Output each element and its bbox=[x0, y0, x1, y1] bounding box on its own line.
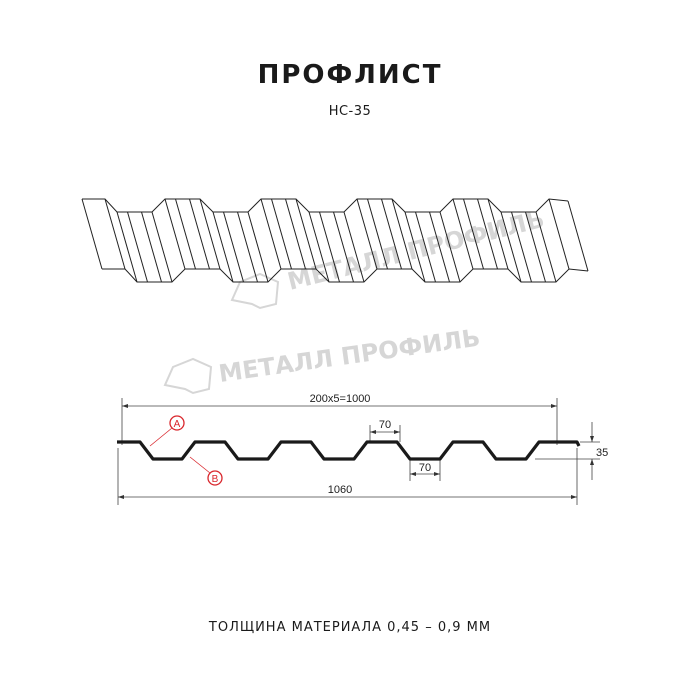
sheet-fold-line bbox=[343, 211, 365, 283]
dim-total-width: 1060 bbox=[328, 484, 352, 496]
sheet-rib-line bbox=[429, 211, 450, 283]
sheet-fold-line bbox=[404, 211, 426, 283]
sheet-fold-line bbox=[439, 211, 461, 283]
sheet-fold-line bbox=[487, 198, 509, 270]
watermark-logo-upper: МЕТАЛЛ ПРОФИЛЬ bbox=[230, 205, 547, 310]
sheet-fold-line bbox=[500, 211, 522, 283]
sheet-bottom-edge bbox=[102, 268, 589, 283]
dim-bottom-width: 70 bbox=[419, 462, 431, 474]
dim-top-width: 70 bbox=[379, 419, 391, 431]
sheet-rib-line bbox=[333, 211, 354, 283]
sheet-rib-line bbox=[525, 211, 546, 283]
sheet-fold-line bbox=[247, 211, 269, 283]
model-subtitle: НС-35 bbox=[328, 104, 372, 119]
profile-sheet-3d-view bbox=[81, 198, 589, 283]
sheet-fold-line bbox=[260, 198, 282, 270]
marker-b: B bbox=[189, 456, 223, 486]
sheet-rib-line bbox=[511, 211, 532, 283]
sheet-fold-line bbox=[116, 211, 138, 283]
sheet-fold-line bbox=[548, 198, 570, 270]
sheet-rib-line bbox=[415, 211, 436, 283]
sheet-fold-line bbox=[151, 211, 173, 283]
sheet-rib-line bbox=[141, 211, 162, 283]
sheet-fold-line bbox=[81, 198, 103, 270]
material-thickness-note: ТОЛЩИНА МАТЕРИАЛА 0,45 – 0,9 ММ bbox=[208, 620, 492, 635]
sheet-rib-line bbox=[175, 198, 196, 270]
sheet-fold-line bbox=[295, 198, 317, 270]
watermark-logo-lower: МЕТАЛЛ ПРОФИЛЬ bbox=[163, 324, 482, 395]
watermark-text: МЕТАЛЛ ПРОФИЛЬ bbox=[217, 324, 482, 388]
sheet-fold-line bbox=[104, 198, 126, 270]
sheet-fold-line bbox=[356, 198, 378, 270]
sheet-fold-line bbox=[308, 211, 330, 283]
dimension-lines bbox=[117, 398, 600, 505]
sheet-rib-line bbox=[463, 198, 484, 270]
sheet-fold-line bbox=[212, 211, 234, 283]
sheet-fold-line bbox=[199, 198, 221, 270]
sheet-rib-line bbox=[189, 198, 210, 270]
sheet-rib-line bbox=[127, 211, 148, 283]
sheet-rib-line bbox=[271, 198, 292, 270]
page-title: ПРОФЛИСТ bbox=[257, 60, 443, 90]
sheet-top-edge bbox=[82, 198, 569, 213]
sheet-fold-line bbox=[391, 198, 413, 270]
sheet-fold-line bbox=[452, 198, 474, 270]
marker-a-label: A bbox=[174, 419, 181, 430]
sheet-rib-line bbox=[285, 198, 306, 270]
sheet-rib-line bbox=[477, 198, 498, 270]
dim-pitch-total: 200x5=1000 bbox=[310, 393, 371, 405]
sheet-fold-line bbox=[164, 198, 186, 270]
profile-cross-section bbox=[117, 440, 581, 461]
dim-height: 35 bbox=[596, 447, 608, 459]
sheet-rib-line bbox=[319, 211, 340, 283]
sheet-rib-line bbox=[367, 198, 388, 270]
sheet-fold-line bbox=[535, 211, 557, 283]
sheet-fold-line bbox=[567, 200, 589, 272]
marker-a: A bbox=[149, 415, 185, 447]
dimension-arrows bbox=[118, 404, 594, 499]
sheet-rib-line bbox=[381, 198, 402, 270]
sheet-rib-line bbox=[223, 211, 244, 283]
marker-b-label: B bbox=[212, 474, 219, 485]
sheet-rib-line bbox=[237, 211, 258, 283]
